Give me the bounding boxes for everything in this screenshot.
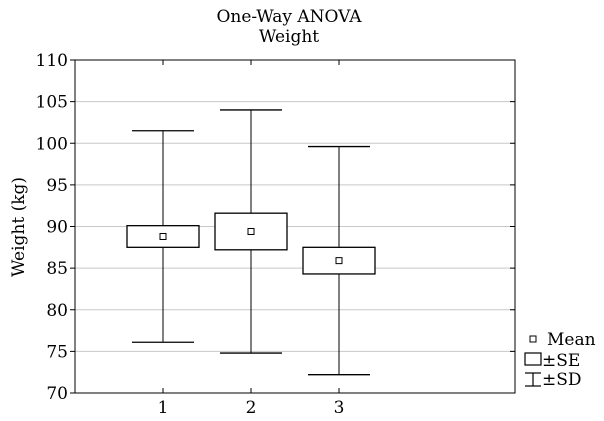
y-tick-label-110: 110 [36, 51, 68, 71]
y-tick-label-105: 105 [36, 93, 68, 113]
group-1-mean-marker [159, 232, 167, 240]
legend-item-2: ±SE [524, 351, 580, 371]
legend-sd-symbol [525, 372, 541, 387]
group-3-se-box [302, 246, 376, 275]
y-tick-label-80: 80 [46, 301, 68, 321]
group-3-mean-marker [335, 257, 343, 265]
legend-item-1: Mean [529, 330, 596, 350]
x-tick-label-1: 1 [158, 398, 169, 418]
y-tick-label-95: 95 [46, 176, 68, 196]
x-tick-label-3: 3 [334, 398, 345, 418]
legend-label-2: ±SE [542, 351, 580, 371]
group-3 [302, 145, 376, 376]
y-tick-label-85: 85 [46, 259, 68, 279]
y-axis-label: Weight (kg) [9, 177, 29, 277]
x-tick-label-2: 2 [246, 398, 257, 418]
legend: Mean±SE±SD [524, 330, 596, 390]
legend-se-symbol [524, 352, 542, 366]
y-tick-label-75: 75 [46, 342, 68, 362]
y-tick-label-70: 70 [46, 384, 68, 404]
chart-title: One-Way ANOVA [216, 7, 362, 27]
group-1 [126, 130, 200, 343]
legend-label-1: Mean [547, 330, 596, 350]
y-tick-label-100: 100 [36, 134, 68, 154]
group-2 [214, 109, 288, 354]
plot-marks [126, 109, 376, 376]
chart-subtitle: Weight [259, 27, 319, 47]
legend-mean-symbol [529, 335, 537, 343]
group-2-mean-marker [247, 227, 255, 235]
y-tick-label-90: 90 [46, 218, 68, 238]
legend-item-3: ±SD [525, 370, 582, 390]
legend-label-3: ±SD [542, 370, 582, 390]
axes: 70 75 80 85 90 95 100 105 110 1 2 3 [36, 51, 515, 418]
